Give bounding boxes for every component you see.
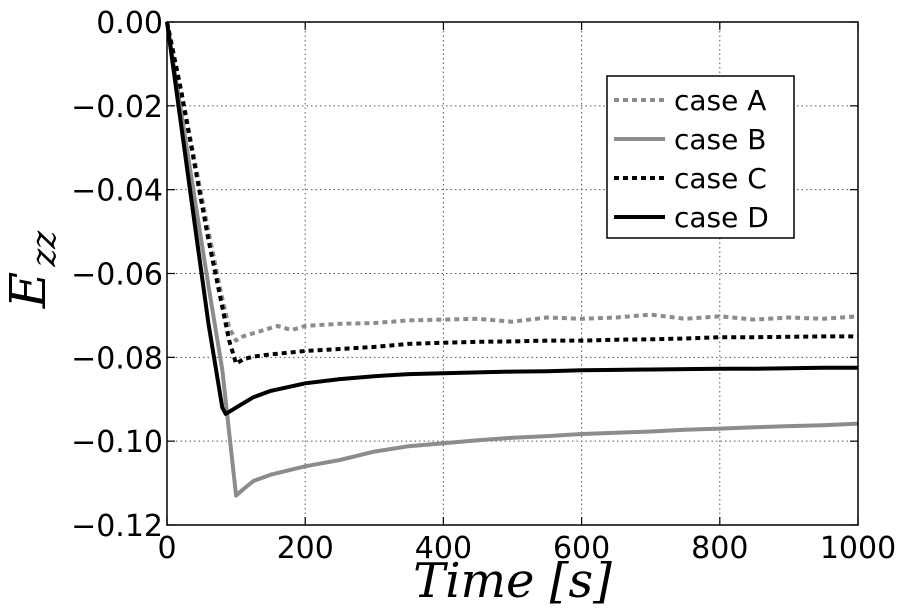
y-axis-title-sub: zz	[24, 230, 64, 268]
y-axis-title-main: E	[0, 272, 57, 310]
legend-label-2: case B	[674, 123, 766, 156]
y-tick-label: −0.10	[71, 425, 163, 460]
legend-label-1: case A	[674, 84, 766, 117]
legend-label-3: case C	[674, 162, 767, 195]
y-tick-label: 0.00	[96, 6, 163, 41]
y-axis-title: E zz	[0, 230, 64, 310]
x-axis-title-group: Time [s]	[413, 553, 612, 609]
y-tick-label: −0.08	[71, 341, 163, 376]
legend-label-4: case D	[674, 201, 769, 234]
x-tick-label: 800	[691, 531, 748, 566]
x-tick-label: 200	[277, 531, 334, 566]
y-tick-label: −0.12	[71, 509, 163, 544]
y-tick-label: −0.04	[71, 174, 163, 209]
legend: case A case B case C case D	[607, 76, 794, 238]
y-tick-label: −0.06	[71, 258, 163, 293]
x-tick-label: 1000	[820, 531, 896, 566]
x-axis-title: Time [s]	[413, 553, 612, 609]
y-tick-label: −0.02	[71, 90, 163, 125]
y-axis-title-group: E zz	[0, 230, 64, 310]
